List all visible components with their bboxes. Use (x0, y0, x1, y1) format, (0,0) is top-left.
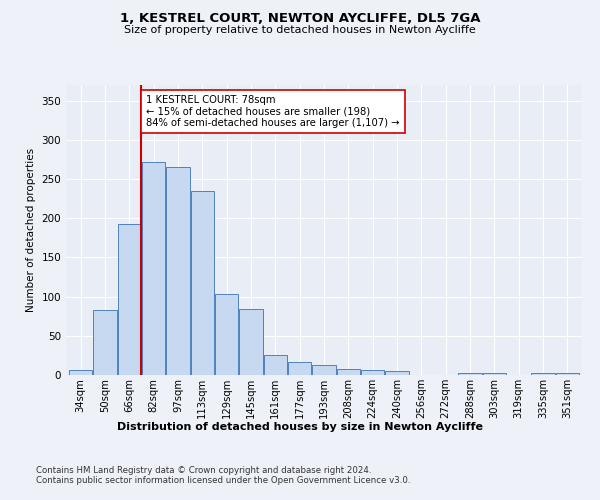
Bar (264, 354, 287, 375)
Text: Size of property relative to detached houses in Newton Aycliffe: Size of property relative to detached ho… (124, 25, 476, 35)
Y-axis label: Number of detached properties: Number of detached properties (26, 148, 36, 312)
Text: 1, KESTREL COURT, NEWTON AYCLIFFE, DL5 7GA: 1, KESTREL COURT, NEWTON AYCLIFFE, DL5 7… (120, 12, 480, 26)
Bar (458, 372, 482, 375)
Bar (483, 374, 506, 375)
Bar (191, 191, 214, 375)
Text: 1 KESTREL COURT: 78sqm
← 15% of detached houses are smaller (198)
84% of semi-de: 1 KESTREL COURT: 78sqm ← 15% of detached… (146, 95, 400, 128)
Bar (361, 370, 384, 375)
Bar (215, 294, 238, 375)
Bar (69, 370, 92, 375)
Bar (239, 309, 263, 375)
Bar (532, 372, 554, 375)
Bar (313, 365, 335, 375)
Bar (337, 368, 360, 375)
Text: Distribution of detached houses by size in Newton Aycliffe: Distribution of detached houses by size … (117, 422, 483, 432)
Bar (385, 371, 409, 375)
Text: Contains public sector information licensed under the Open Government Licence v3: Contains public sector information licen… (36, 476, 410, 485)
Bar (142, 162, 165, 375)
Bar (94, 310, 116, 375)
Bar (556, 372, 579, 375)
Bar (166, 168, 190, 375)
Bar (288, 362, 311, 375)
Text: Contains HM Land Registry data © Crown copyright and database right 2024.: Contains HM Land Registry data © Crown c… (36, 466, 371, 475)
Bar (118, 224, 141, 375)
